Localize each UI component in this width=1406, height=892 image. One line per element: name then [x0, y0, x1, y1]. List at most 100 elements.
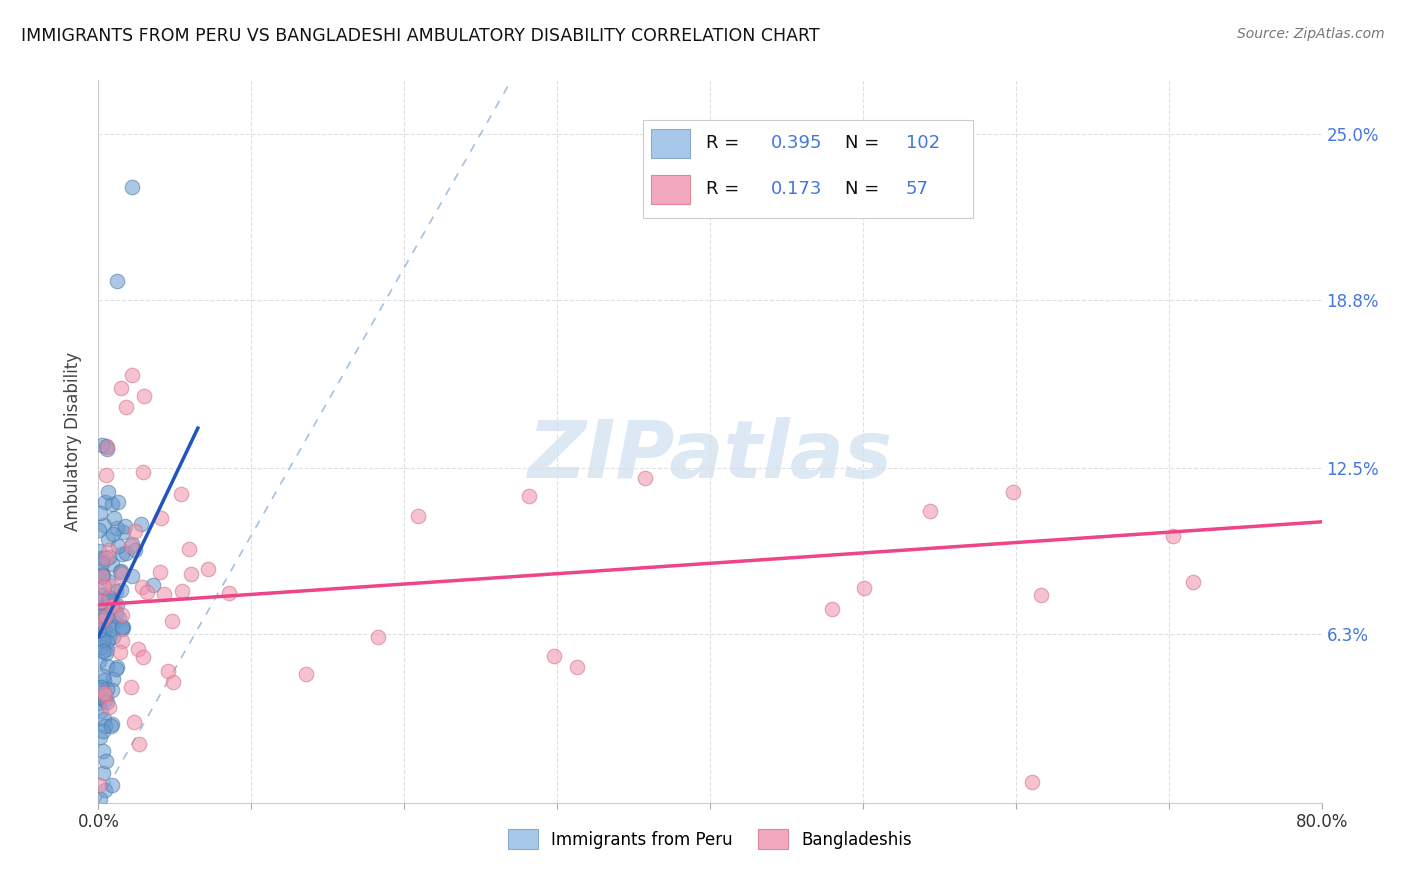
Point [131, 650, 153, 665]
Point [121, 537, 143, 551]
Point [100, 593, 122, 607]
Point [91, 633, 114, 648]
Point [105, 274, 128, 288]
Point [103, 511, 125, 525]
Point [94, 623, 117, 637]
Point [90, 593, 112, 607]
Point [91, 567, 114, 582]
Point [112, 525, 135, 540]
Text: N =: N = [845, 179, 884, 198]
Point [100, 719, 122, 733]
Point [295, 666, 318, 681]
Point [124, 524, 146, 539]
Point [87, 544, 110, 558]
Point [96, 551, 118, 566]
Point [93, 744, 115, 758]
Point [87, 778, 110, 792]
Point [97, 591, 120, 605]
Point [101, 672, 124, 686]
Point [180, 566, 202, 581]
Point [156, 664, 179, 678]
Point [1029, 588, 1052, 602]
Text: 0.173: 0.173 [772, 179, 823, 198]
Point [90, 608, 112, 623]
Point [90, 551, 112, 566]
Point [110, 381, 132, 395]
Point [517, 489, 540, 503]
Point [111, 608, 134, 623]
Point [111, 620, 134, 634]
Point [96, 682, 118, 697]
Point [87, 572, 110, 586]
Point [93, 588, 115, 602]
Point [101, 526, 124, 541]
Point [918, 504, 941, 518]
Point [634, 471, 657, 485]
Point [89, 730, 111, 744]
Point [97, 574, 120, 589]
Point [96, 439, 118, 453]
Point [91, 569, 114, 583]
Point [367, 631, 389, 645]
Point [90, 640, 112, 655]
Point [93, 783, 115, 797]
Point [1021, 775, 1043, 789]
Point [111, 622, 134, 636]
Point [115, 400, 138, 414]
Point [91, 724, 114, 739]
Point [94, 599, 117, 613]
Point [131, 580, 153, 594]
Point [101, 778, 124, 792]
Point [103, 631, 125, 645]
Point [103, 615, 125, 629]
Point [179, 541, 201, 556]
Point [96, 695, 118, 709]
Text: R =: R = [706, 134, 745, 153]
FancyBboxPatch shape [651, 129, 690, 158]
Point [105, 521, 128, 535]
Point [100, 596, 122, 610]
Point [153, 587, 176, 601]
Point [93, 580, 115, 594]
Point [97, 591, 120, 605]
Point [104, 662, 127, 676]
Point [406, 508, 429, 523]
Point [100, 623, 122, 637]
Text: 0.395: 0.395 [772, 134, 823, 153]
Point [98, 700, 121, 714]
Text: R =: R = [706, 179, 745, 198]
Text: ZIPatlas: ZIPatlas [527, 417, 893, 495]
Point [89, 697, 111, 711]
Text: IMMIGRANTS FROM PERU VS BANGLADESHI AMBULATORY DISABILITY CORRELATION CHART: IMMIGRANTS FROM PERU VS BANGLADESHI AMBU… [21, 27, 820, 45]
Point [97, 631, 120, 645]
FancyBboxPatch shape [643, 120, 973, 218]
Point [108, 611, 131, 625]
Point [96, 658, 118, 673]
Point [111, 547, 134, 561]
Point [149, 566, 172, 580]
Point [172, 583, 194, 598]
Point [218, 585, 240, 599]
Point [93, 712, 115, 726]
Point [89, 690, 111, 704]
Point [120, 680, 142, 694]
Text: N =: N = [845, 134, 884, 153]
Point [1161, 529, 1184, 543]
Point [91, 438, 114, 452]
Point [91, 766, 114, 780]
Point [91, 556, 114, 570]
Point [100, 558, 122, 572]
Text: Source: ZipAtlas.com: Source: ZipAtlas.com [1237, 27, 1385, 41]
Point [124, 542, 146, 557]
Point [90, 680, 112, 694]
Point [87, 599, 110, 614]
Point [127, 642, 149, 657]
Point [543, 648, 565, 663]
Point [89, 624, 111, 638]
Point [93, 673, 115, 687]
Point [110, 564, 132, 578]
Point [94, 754, 117, 768]
Point [93, 686, 115, 700]
Point [91, 644, 114, 658]
Point [94, 647, 117, 661]
